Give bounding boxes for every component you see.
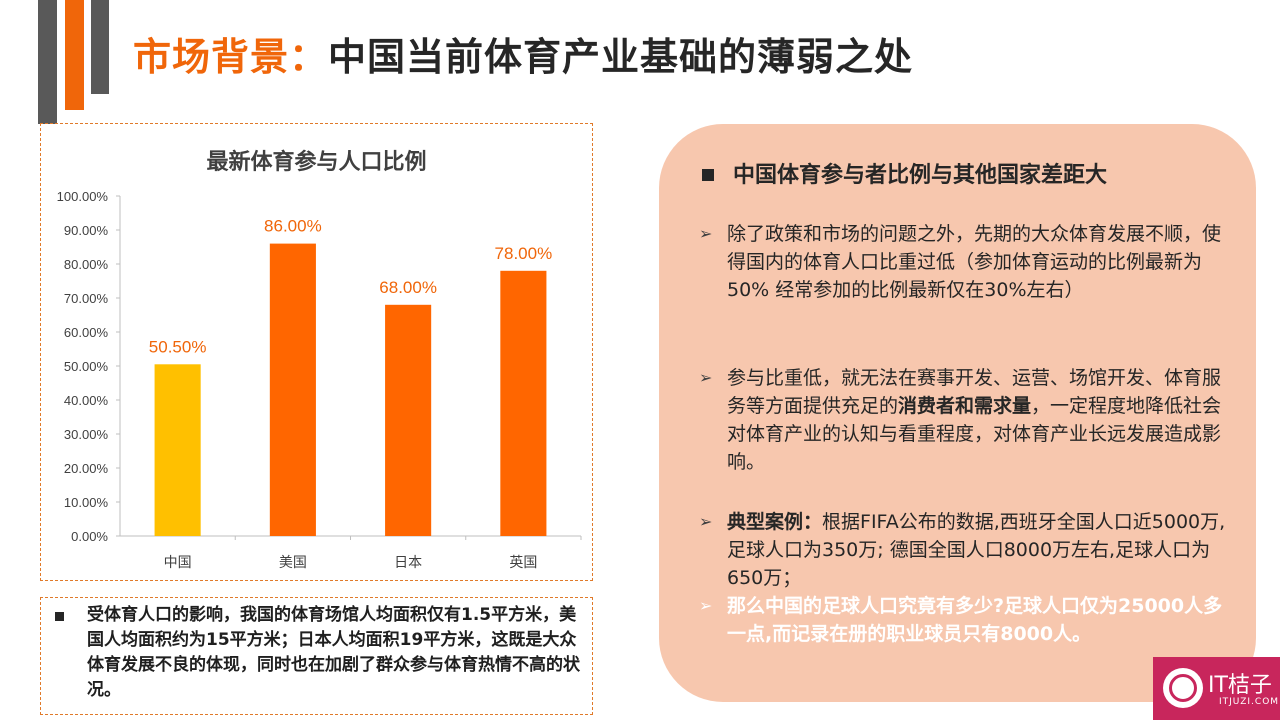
findings-heading: 中国体育参与者比例与其他国家差距大 [733, 163, 1108, 188]
paragraph-policy: 除了政策和市场的问题之外，先期的大众体育发展不顺，使得国内的体育人口比重过低（参… [727, 223, 1222, 301]
note-panel: 受体育人口的影响，我国的体育场馆人均面积仅有1.5平方米，美国人均面积约为15平… [40, 597, 593, 715]
paragraph-case: 典型案例：根据FIFA公布的数据,西班牙全国人口近5000万,足球人口为350万… [727, 508, 1227, 592]
arrow-bullet-icon: ➢ [699, 512, 713, 531]
logo-url: ITJUZI.COM [1219, 697, 1280, 707]
y-tick-label: 20.00% [64, 461, 109, 476]
x-tick-label: 美国 [279, 555, 307, 571]
y-tick-label: 30.00% [64, 427, 109, 442]
y-tick-label: 100.00% [57, 189, 109, 204]
findings-panel: 中国体育参与者比例与其他国家差距大 ➢ 除了政策和市场的问题之外，先期的大众体育… [659, 124, 1256, 702]
square-bullet-icon [702, 169, 714, 181]
data-label: 86.00% [264, 217, 322, 236]
decor-bar-orange [65, 0, 84, 110]
paragraph-china-football: 那么中国的足球人口究竟有多少?足球人口仅为25000人多一点,而记录在册的职业球… [727, 595, 1223, 645]
bar-chart: 0.00% 10.00% 20.00% 30.00% 40.00% 50.00% 60.00… [57, 189, 582, 571]
logo-name: IT桔子 [1208, 673, 1272, 698]
decor-bar-dark-2 [91, 0, 109, 94]
bar [385, 304, 432, 536]
x-tick-label: 中国 [164, 555, 192, 571]
bar [154, 364, 201, 536]
slide-title-main: 中国当前体育产业基础的薄弱之处 [328, 35, 914, 79]
paragraph-participation-bold: 消费者和需求量 [898, 395, 1032, 417]
bar [269, 243, 316, 536]
y-tick-label: 80.00% [64, 257, 109, 272]
paragraph-case-text: 根据FIFA公布的数据,西班牙全国人口近5000万,足球人口为350万; 德国全… [727, 511, 1226, 589]
y-tick-label: 0.00% [71, 529, 108, 544]
orange-slice-icon [1163, 668, 1203, 708]
decor-bar-dark-1 [38, 0, 57, 124]
y-tick-label: 70.00% [64, 291, 109, 306]
arrow-bullet-icon: ➢ [699, 224, 713, 243]
chart-panel: 最新体育参与人口比例 0.00% 10.00% 20.00% 30.00% 40.00%… [40, 123, 593, 581]
paragraph-participation-pre: 参与比重低，就无法在赛事开发、运营、场馆开发、体育服务等方面提供充足的 [727, 367, 1222, 417]
data-label: 68.00% [379, 278, 437, 297]
y-tick-label: 60.00% [64, 325, 109, 340]
note-text: 受体育人口的影响，我国的体育场馆人均面积仅有1.5平方米，美国人均面积约为15平… [87, 605, 580, 700]
x-tick-label: 日本 [394, 555, 422, 571]
slide-title-accent: 市场背景： [133, 35, 329, 79]
arrow-bullet-icon: ➢ [699, 368, 713, 387]
y-tick-label: 40.00% [64, 393, 109, 408]
paragraph-case-label: 典型案例： [727, 511, 823, 533]
paragraph-participation: 参与比重低，就无法在赛事开发、运营、场馆开发、体育服务等方面提供充足的消费者和需… [727, 364, 1227, 476]
bar [500, 270, 547, 536]
arrow-bullet-icon: ➢ [699, 596, 713, 615]
itjuzi-logo: IT桔子 ITJUZI.COM [1153, 657, 1280, 720]
y-tick-label: 90.00% [64, 223, 109, 238]
y-tick-label: 10.00% [64, 495, 109, 510]
data-label: 78.00% [495, 244, 553, 263]
chart-title: 最新体育参与人口比例 [206, 150, 427, 175]
data-label: 50.50% [149, 337, 207, 356]
y-tick-label: 50.00% [64, 359, 109, 374]
x-tick-label: 英国 [509, 554, 537, 571]
square-bullet-icon [55, 612, 64, 621]
slide-title: 市场背景：中国当前体育产业基础的薄弱之处 [133, 26, 913, 81]
paragraph-participation-post: ，一定程度地降低社会对体育产业的认知与看重程度，对体育产业长远发展造成影响。 [727, 395, 1222, 473]
